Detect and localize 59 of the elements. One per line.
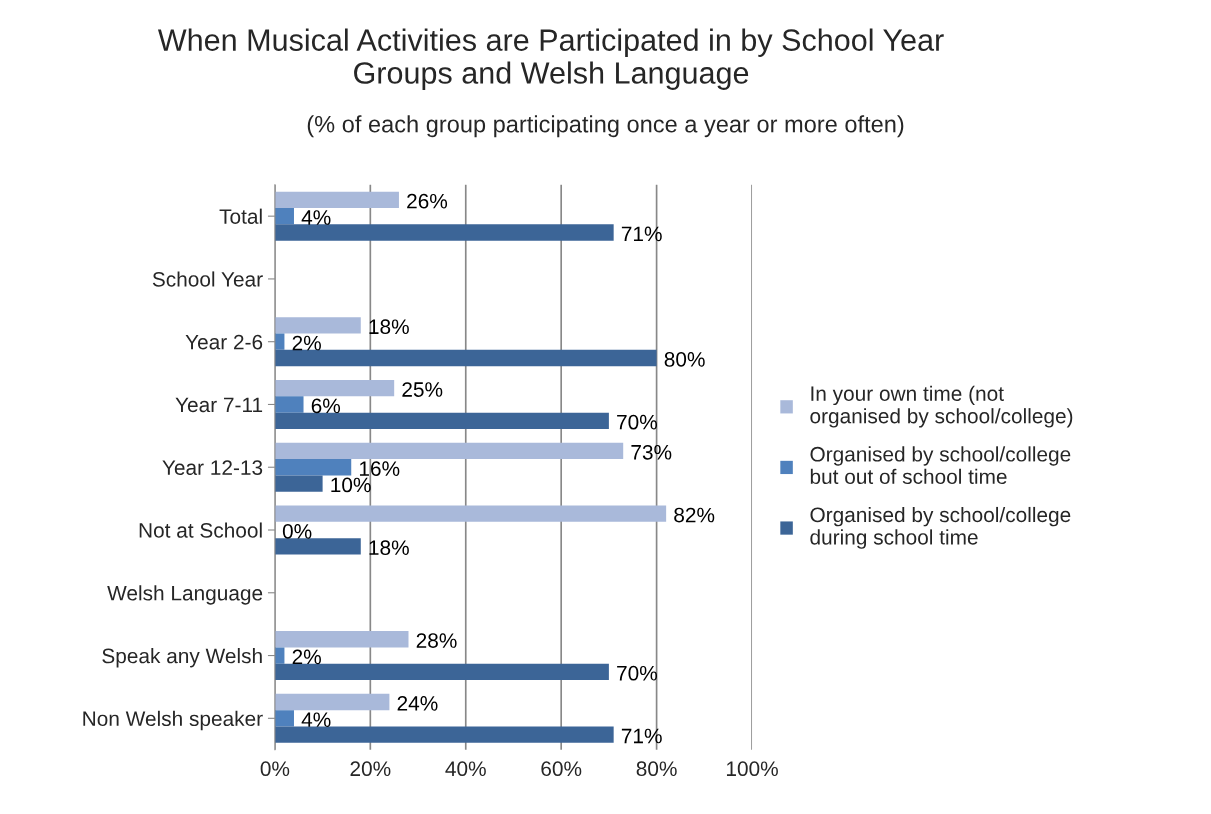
bar: [274, 538, 361, 555]
bar: [274, 459, 352, 476]
x-tick-label: 0%: [260, 761, 290, 777]
bar: [274, 726, 614, 743]
data-label: 28%: [416, 633, 457, 648]
bar: [274, 396, 304, 413]
data-label: 16%: [359, 461, 400, 476]
data-label: 25%: [402, 382, 443, 397]
data-label: 82%: [674, 507, 715, 523]
legend-label: Organised by school/college but out of school time: [810, 446, 1071, 485]
data-label: 18%: [369, 540, 409, 556]
data-label: 26%: [407, 193, 448, 209]
x-tick-label: 20%: [350, 761, 391, 777]
data-label: 71%: [621, 728, 662, 744]
legend-label: In your own time (not organised by school/college): [810, 385, 1073, 428]
y-tick-label: Speak any Welsh: [102, 647, 262, 668]
y-tick-label: Non Welsh speaker: [83, 710, 263, 731]
data-label: 18%: [369, 319, 409, 335]
chart-subtitle: (% of each group participating once a year or more often): [307, 115, 904, 138]
bar: [274, 505, 667, 522]
bar: [274, 224, 614, 241]
data-label: 2%: [292, 649, 321, 665]
bar: [274, 412, 609, 429]
chart-title: When Musical Activities are Participated in by School Year Groups and Welsh Language: [157, 28, 944, 90]
data-label: 73%: [631, 444, 672, 460]
data-label: 6%: [311, 398, 341, 414]
bar: [274, 317, 361, 334]
x-tick-label: 60%: [541, 761, 582, 777]
data-label: 70%: [617, 665, 657, 681]
bar: [274, 442, 624, 460]
bar: [274, 663, 609, 681]
y-tick-label: Not at School: [139, 522, 262, 538]
data-label: 4%: [301, 210, 331, 225]
x-tick-label: 80%: [636, 761, 677, 777]
x-tick-label: 40%: [445, 761, 486, 777]
data-label: 80%: [664, 352, 705, 367]
x-tick-label: 100%: [726, 761, 778, 777]
data-label: 2%: [292, 335, 321, 351]
data-label: 10%: [331, 477, 371, 493]
data-label: 4%: [301, 712, 331, 727]
bar: [274, 349, 657, 367]
bar: [274, 475, 323, 492]
bar: [274, 208, 294, 225]
legend-label: Organised by school/college during school time: [810, 506, 1071, 549]
bar: [274, 191, 399, 208]
data-label: 71%: [621, 226, 662, 242]
bar: [274, 631, 409, 648]
y-tick-label: Total: [219, 208, 262, 224]
bar: [274, 379, 395, 397]
y-tick-label: School Year: [152, 271, 263, 287]
y-tick-label: Year 7-11: [175, 397, 263, 413]
bar: [274, 693, 390, 711]
data-label: 70%: [617, 414, 657, 430]
data-label: 24%: [397, 695, 438, 711]
bar: [274, 710, 294, 727]
data-label: 0%: [282, 523, 312, 539]
y-tick-label: Welsh Language: [107, 585, 263, 605]
y-tick-label: Year 2-6: [185, 334, 263, 350]
y-tick-label: Year 12-13: [162, 460, 263, 475]
